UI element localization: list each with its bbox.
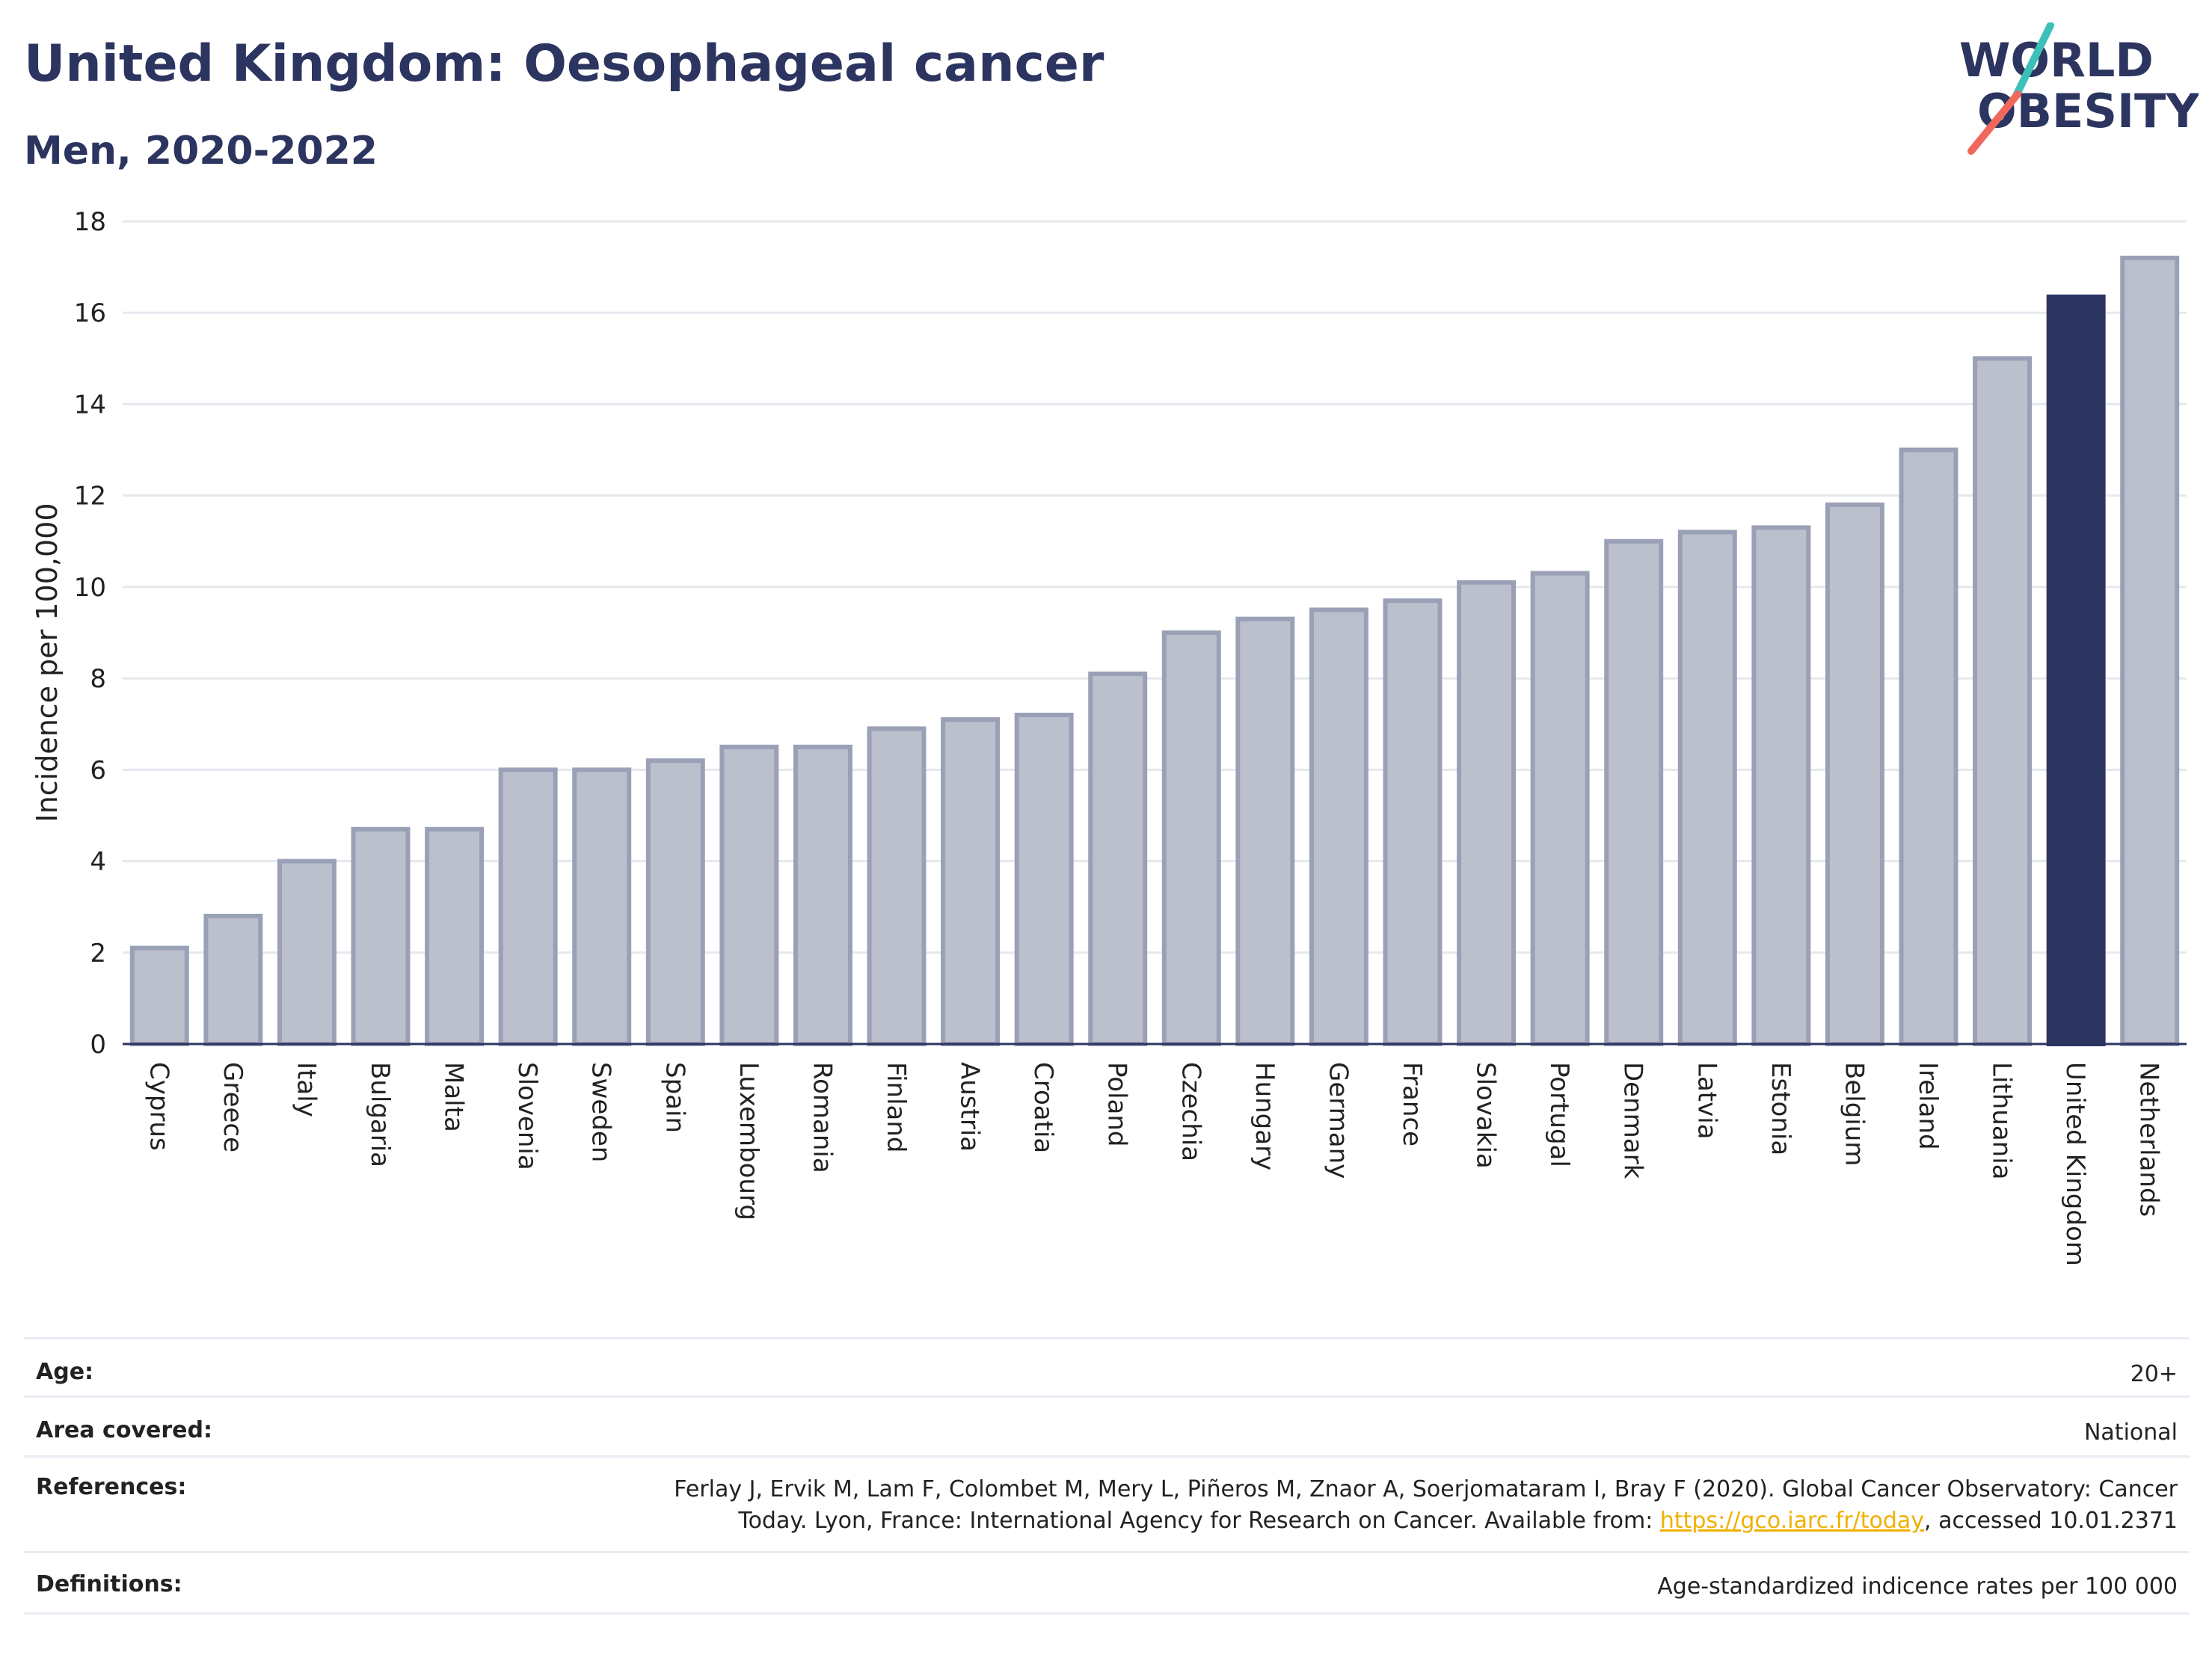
x-tick-austria: Austria: [955, 1062, 985, 1152]
y-tick-10: 10: [74, 573, 106, 603]
bar-austria: [941, 717, 1001, 1046]
x-tick-denmark: Denmark: [1618, 1062, 1648, 1179]
x-tick-ireland: Ireland: [1913, 1062, 1943, 1150]
bar-finland: [867, 726, 927, 1046]
references-line-2-start: Today. Lyon, France: International Agenc…: [738, 1508, 1660, 1534]
references-link[interactable]: https://gco.iarc.fr/today: [1659, 1508, 1925, 1534]
x-tick-spain: Spain: [660, 1062, 689, 1133]
bar-bulgaria: [351, 826, 411, 1047]
bar-latvia: [1677, 529, 1737, 1046]
x-tick-luxembourg: Luxembourg: [734, 1062, 764, 1220]
x-tick-sweden: Sweden: [586, 1062, 616, 1162]
x-tick-portugal: Portugal: [1544, 1062, 1574, 1167]
bar-lithuania: [1973, 356, 2033, 1047]
age-value: 20+: [473, 1337, 2190, 1397]
y-tick-8: 8: [90, 664, 106, 694]
bar-ireland: [1899, 447, 1958, 1046]
references-line-2-end: , accessed 10.01.2371: [1924, 1508, 2178, 1534]
bar-poland: [1088, 672, 1148, 1046]
definitions-value: Age-standardized indicence rates per 100…: [473, 1551, 2190, 1615]
x-tick-malta: Malta: [439, 1062, 469, 1132]
bar-denmark: [1604, 538, 1664, 1046]
bar-germany: [1309, 607, 1368, 1046]
bar-romania: [793, 744, 852, 1046]
bar-spain: [645, 758, 705, 1046]
bar-malta: [425, 826, 485, 1047]
bar-greece: [203, 913, 263, 1047]
bar-france: [1383, 598, 1443, 1046]
age-label: Age:: [24, 1337, 473, 1397]
bar-united-kingdom: [2046, 294, 2106, 1047]
x-tick-hungary: Hungary: [1250, 1062, 1279, 1170]
bar-hungary: [1235, 616, 1295, 1046]
x-tick-slovakia: Slovakia: [1471, 1062, 1501, 1169]
meta-row-age: Age: 20+: [24, 1337, 2190, 1397]
bar-croatia: [1014, 713, 1074, 1046]
x-tick-cyprus: Cyprus: [144, 1062, 173, 1151]
area-label: Area covered:: [24, 1395, 473, 1457]
y-axis-label: Incidence per 100,000: [31, 503, 64, 822]
bar-estonia: [1751, 525, 1811, 1046]
bar-czechia: [1161, 630, 1221, 1046]
x-tick-latvia: Latvia: [1692, 1062, 1721, 1140]
y-tick-18: 18: [74, 207, 106, 237]
chart-title: United Kingdom: Oesophageal cancer: [24, 34, 1105, 93]
logo-word-1: WORLD: [1959, 33, 2154, 87]
bar-italy: [277, 859, 337, 1046]
x-tick-slovenia: Slovenia: [512, 1062, 542, 1170]
y-tick-6: 6: [90, 755, 106, 785]
references-line-1: Ferlay J, Ervik M, Lam F, Colombet M, Me…: [674, 1476, 2178, 1502]
x-tick-labels: Cyprus Greece Italy Bulgaria Malta Slovenia Sw…: [144, 1062, 2163, 1266]
y-tick-0: 0: [90, 1030, 106, 1060]
y-tick-labels: 0 2 4 6 8 10 12 14 16 18: [74, 207, 106, 1060]
y-tick-12: 12: [74, 482, 106, 512]
y-tick-2: 2: [90, 939, 106, 968]
definitions-label: Definitions:: [24, 1551, 473, 1615]
x-tick-germany: Germany: [1323, 1062, 1353, 1179]
y-tick-14: 14: [74, 390, 106, 420]
x-tick-finland: Finland: [881, 1062, 911, 1153]
bars: [129, 255, 2180, 1047]
x-tick-lithuania: Lithuania: [1987, 1062, 2017, 1179]
x-tick-belgium: Belgium: [1839, 1062, 1869, 1166]
bar-belgium: [1825, 502, 1884, 1046]
bar-portugal: [1530, 571, 1590, 1046]
metadata-table: Age: 20+ Area covered: National Referenc…: [24, 1337, 2190, 1615]
bar-chart: 0 2 4 6 8 10 12 14 16 18 Cyprus Greece Italy Bulgari…: [31, 207, 2187, 1266]
logo-slash-teal: [2012, 22, 2054, 99]
x-tick-greece: Greece: [218, 1062, 248, 1152]
meta-row-definitions: Definitions: Age-standardized indicence …: [24, 1551, 2190, 1615]
x-tick-bulgaria: Bulgaria: [365, 1062, 395, 1167]
bar-sweden: [572, 767, 632, 1047]
logo-slash-red: [1967, 90, 2021, 155]
bar-slovenia: [498, 767, 558, 1047]
bar-cyprus: [129, 945, 189, 1046]
references-label: References:: [24, 1455, 473, 1553]
x-tick-romania: Romania: [807, 1062, 837, 1173]
x-tick-poland: Poland: [1102, 1062, 1132, 1147]
x-tick-croatia: Croatia: [1028, 1062, 1058, 1153]
x-tick-italy: Italy: [291, 1062, 321, 1117]
world-obesity-logo: WORLD OBESITY: [1959, 22, 2199, 155]
x-tick-estonia: Estonia: [1766, 1062, 1795, 1155]
y-tick-16: 16: [74, 298, 106, 328]
x-tick-czechia: Czechia: [1176, 1062, 1205, 1161]
meta-row-area: Area covered: National: [24, 1395, 2190, 1457]
bar-slovakia: [1457, 580, 1517, 1046]
y-tick-4: 4: [90, 847, 106, 877]
bar-netherlands: [2120, 255, 2180, 1046]
x-tick-netherlands: Netherlands: [2134, 1062, 2164, 1217]
x-tick-united-kingdom: United Kingdom: [2060, 1062, 2090, 1266]
area-value: National: [473, 1395, 2190, 1457]
bar-luxembourg: [719, 744, 779, 1046]
x-tick-france: France: [1397, 1062, 1427, 1146]
meta-row-references: References: Ferlay J, Ervik M, Lam F, Co…: [24, 1455, 2190, 1553]
references-value: Ferlay J, Ervik M, Lam F, Colombet M, Me…: [473, 1455, 2190, 1553]
chart-subtitle: Men, 2020-2022: [24, 129, 378, 174]
